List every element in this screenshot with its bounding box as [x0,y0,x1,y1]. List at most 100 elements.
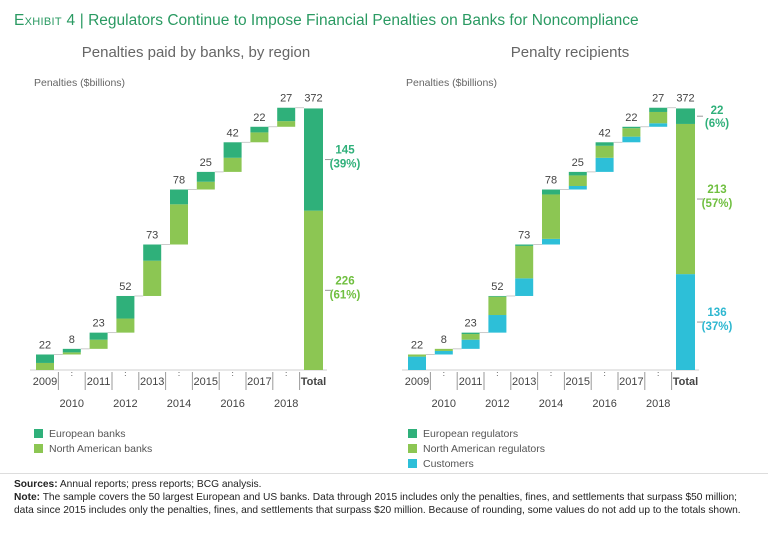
total-annotation-share: (61%) [330,289,361,301]
data-label-2016: 42 [226,127,238,139]
bar-segment-north-american-banks-2011 [89,339,108,349]
bar-segment-customers-2010 [434,350,453,355]
left-waterfall-chart: 22 2009 8 2010 23 2011 52 2012 73 2013 78 2014 25 201… [30,93,361,410]
data-label-2009: 22 [411,339,423,351]
bar-segment-customers-2017 [622,136,641,143]
bar-segment-north-american-banks-2012 [116,318,135,333]
data-label-2011: 23 [464,318,476,330]
bar-segment-north-american-regulators-2015 [568,175,587,186]
bar-segment-customers-2016 [595,157,614,172]
bar-segment-customers-2009 [408,356,426,370]
legend-item: European regulators [408,426,545,441]
tick-label-2017: 2017 [247,376,271,388]
data-label-2017: 22 [253,112,265,124]
total-annotation-value: 226 [335,275,354,287]
data-label-total: 372 [304,93,322,105]
legend-label: European regulators [423,427,519,440]
legend-swatch-european-regulators [408,429,417,438]
bar-segment-european-banks-2014 [170,189,188,205]
bar-segment-customers-2015 [568,185,587,190]
bar-segment-north-american-regulators-2016 [595,145,614,158]
bar-segment-european-regulators-total [676,108,695,124]
bar-segment-european-banks-2012 [116,295,135,319]
bar-segment-customers-2018 [649,123,668,127]
data-label-2011: 23 [92,318,104,330]
right-waterfall-chart: 22 2009 8 2010 23 2011 52 2012 73 2013 78 2014 25 201… [402,93,733,410]
tick-label-2015: 2015 [194,376,218,388]
bar-segment-customers-total [676,274,695,370]
bar-segment-european-regulators-2017 [622,126,641,129]
bar-segment-european-regulators-2016 [595,142,614,146]
data-label-2013: 73 [146,230,158,242]
data-label-2009: 22 [39,339,51,351]
bar-segment-north-american-regulators-2010 [434,348,453,351]
tick-label-2016: 2016 [220,398,244,410]
legend-label: North American banks [49,442,153,455]
data-label-2015: 25 [200,157,212,169]
data-label-2014: 78 [545,175,557,187]
bar-segment-customers-2014 [542,238,560,245]
legend-item: European banks [34,426,152,441]
tick-label-2009: 2009 [33,376,57,388]
bar-segment-north-american-regulators-total [676,123,695,275]
tick-label-total: Total [301,376,326,388]
sources-line: Sources: Annual reports; press reports; … [14,478,754,491]
bar-segment-customers-2012 [488,315,507,333]
tick-label-2010: 2010 [60,398,84,410]
data-label-2013: 73 [518,230,530,242]
bar-segment-european-banks-2013 [143,244,162,261]
total-annotation-value: 145 [335,145,355,157]
data-label-2017: 22 [625,112,637,124]
total-annotation-value: 213 [707,184,726,196]
tick-label-2009: 2009 [405,376,429,388]
legend-label: Customers [423,457,474,470]
tick-label-total: Total [673,376,698,388]
bar-segment-north-american-regulators-2014 [542,194,560,239]
footnote-divider [0,473,768,474]
tick-label-2012: 2012 [485,398,509,410]
data-label-2018: 27 [652,93,664,105]
tick-label-2012: 2012 [113,398,137,410]
bar-segment-north-american-regulators-2009 [408,354,426,357]
total-annotation-share: (57%) [702,198,733,210]
legend-item: North American banks [34,441,152,456]
bar-segment-north-american-banks-2017 [250,132,269,143]
footnotes: Sources: Annual reports; press reports; … [14,478,754,517]
data-label-total: 372 [676,93,694,105]
bar-segment-european-regulators-2013 [515,244,534,246]
data-label-2012: 52 [491,281,503,293]
bar-segment-north-american-banks-2018 [277,121,296,127]
bar-segment-european-banks-2017 [250,126,269,133]
bar-segment-european-banks-2016 [223,142,242,158]
bar-segment-customers-2011 [461,339,480,349]
tick-label-2013: 2013 [512,376,536,388]
note-line: Note: The sample covers the 50 largest E… [14,491,754,517]
right-y-axis-label: Penalties ($billions) [406,77,498,89]
legend-item: Customers [408,456,545,471]
tick-label-2018: 2018 [646,398,670,410]
bar-segment-north-american-banks-2009 [36,362,54,370]
tick-label-2011: 2011 [87,376,111,388]
bar-segment-european-banks-2009 [36,354,54,363]
bar-segment-european-banks-2015 [196,171,215,182]
tick-label-2011: 2011 [459,376,483,388]
right-chart-title: Penalty recipients [510,44,630,61]
bar-segment-north-american-banks-2014 [170,204,188,245]
legend-item: North American regulators [408,441,545,456]
exhibit-separator: | [79,12,84,29]
legend-swatch-customers [408,459,417,468]
bar-segment-north-american-banks-2015 [196,181,215,190]
left-legend: European banks North American banks [34,426,152,456]
data-label-2010: 8 [441,334,447,346]
total-annotation-value: 136 [707,307,726,319]
left-chart-title: Penalties paid by banks, by region [81,44,311,61]
data-label-2014: 78 [173,175,185,187]
bar-segment-european-regulators-2011 [461,332,480,335]
legend-swatch-north-american-banks [34,444,43,453]
bar-segment-european-banks-2011 [89,332,108,340]
legend-label: European banks [49,427,126,440]
bar-segment-european-regulators-2012 [488,295,507,297]
total-annotation-value: 22 [711,105,724,117]
tick-label-2015: 2015 [566,376,590,388]
right-legend: European regulators North American regul… [408,426,545,471]
